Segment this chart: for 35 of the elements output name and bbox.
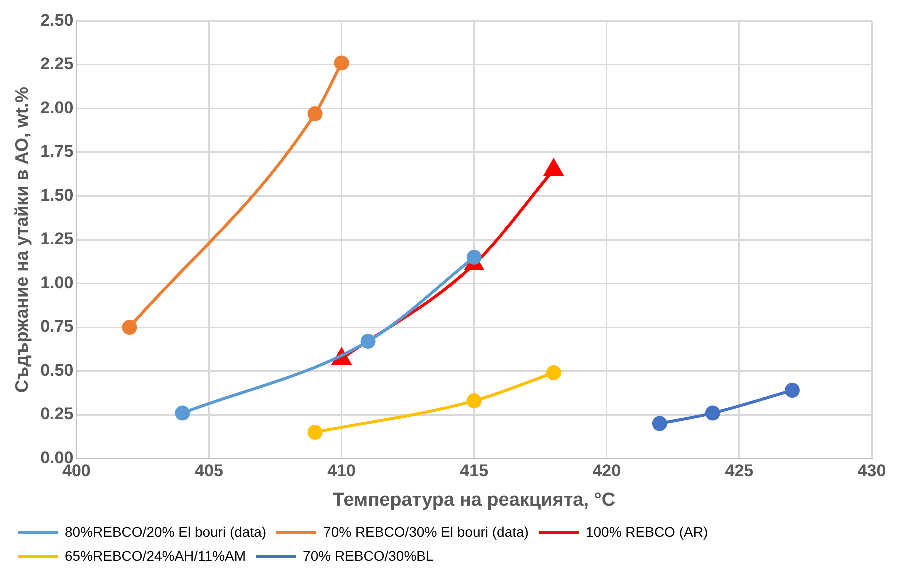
y-tick-label: 1.75 [40, 142, 74, 162]
legend-label: 80%REBCO/20% El bouri (data) [65, 524, 267, 540]
x-tick-label: 430 [858, 462, 886, 481]
x-tick-label: 415 [460, 462, 489, 481]
point [334, 56, 350, 71]
y-tick-label: 1.25 [40, 230, 74, 249]
y-tick-label: 1.00 [40, 273, 74, 292]
x-tick-label: 425 [725, 462, 754, 481]
x-tick-label: 420 [592, 462, 622, 481]
legend-label: 65%REBCO/24%AH/11%AM [65, 548, 246, 564]
y-tick-label: 2.00 [40, 98, 74, 118]
x-axis-title: Температура на реакцията, °C [333, 490, 616, 511]
point [652, 416, 668, 432]
point [308, 106, 323, 122]
y-tick-label: 0.50 [40, 360, 74, 380]
point [784, 383, 800, 398]
legend-label: 100% REBCO (AR) [586, 524, 708, 540]
y-axis-title: Съдържание на утайки в АО, wt.% [12, 86, 32, 394]
point [308, 425, 323, 440]
point [175, 406, 190, 421]
point [466, 394, 482, 409]
point [360, 334, 376, 350]
y-tick-label: 0.75 [40, 317, 74, 336]
point [466, 250, 482, 266]
y-tick-label: 0.25 [40, 404, 74, 424]
y-tick-label: 1.50 [40, 186, 74, 205]
legend-label: 70% REBCO/30% El bouri (data) [324, 524, 529, 540]
point [705, 406, 720, 421]
point [546, 366, 562, 381]
x-tick-label: 405 [195, 462, 224, 481]
x-tick-label: 410 [328, 462, 356, 481]
point [122, 320, 138, 336]
legend-label: 70% REBCO/30%BL [303, 548, 434, 564]
y-tick-label: 2.50 [40, 10, 74, 30]
y-tick-label: 2.25 [40, 54, 74, 74]
